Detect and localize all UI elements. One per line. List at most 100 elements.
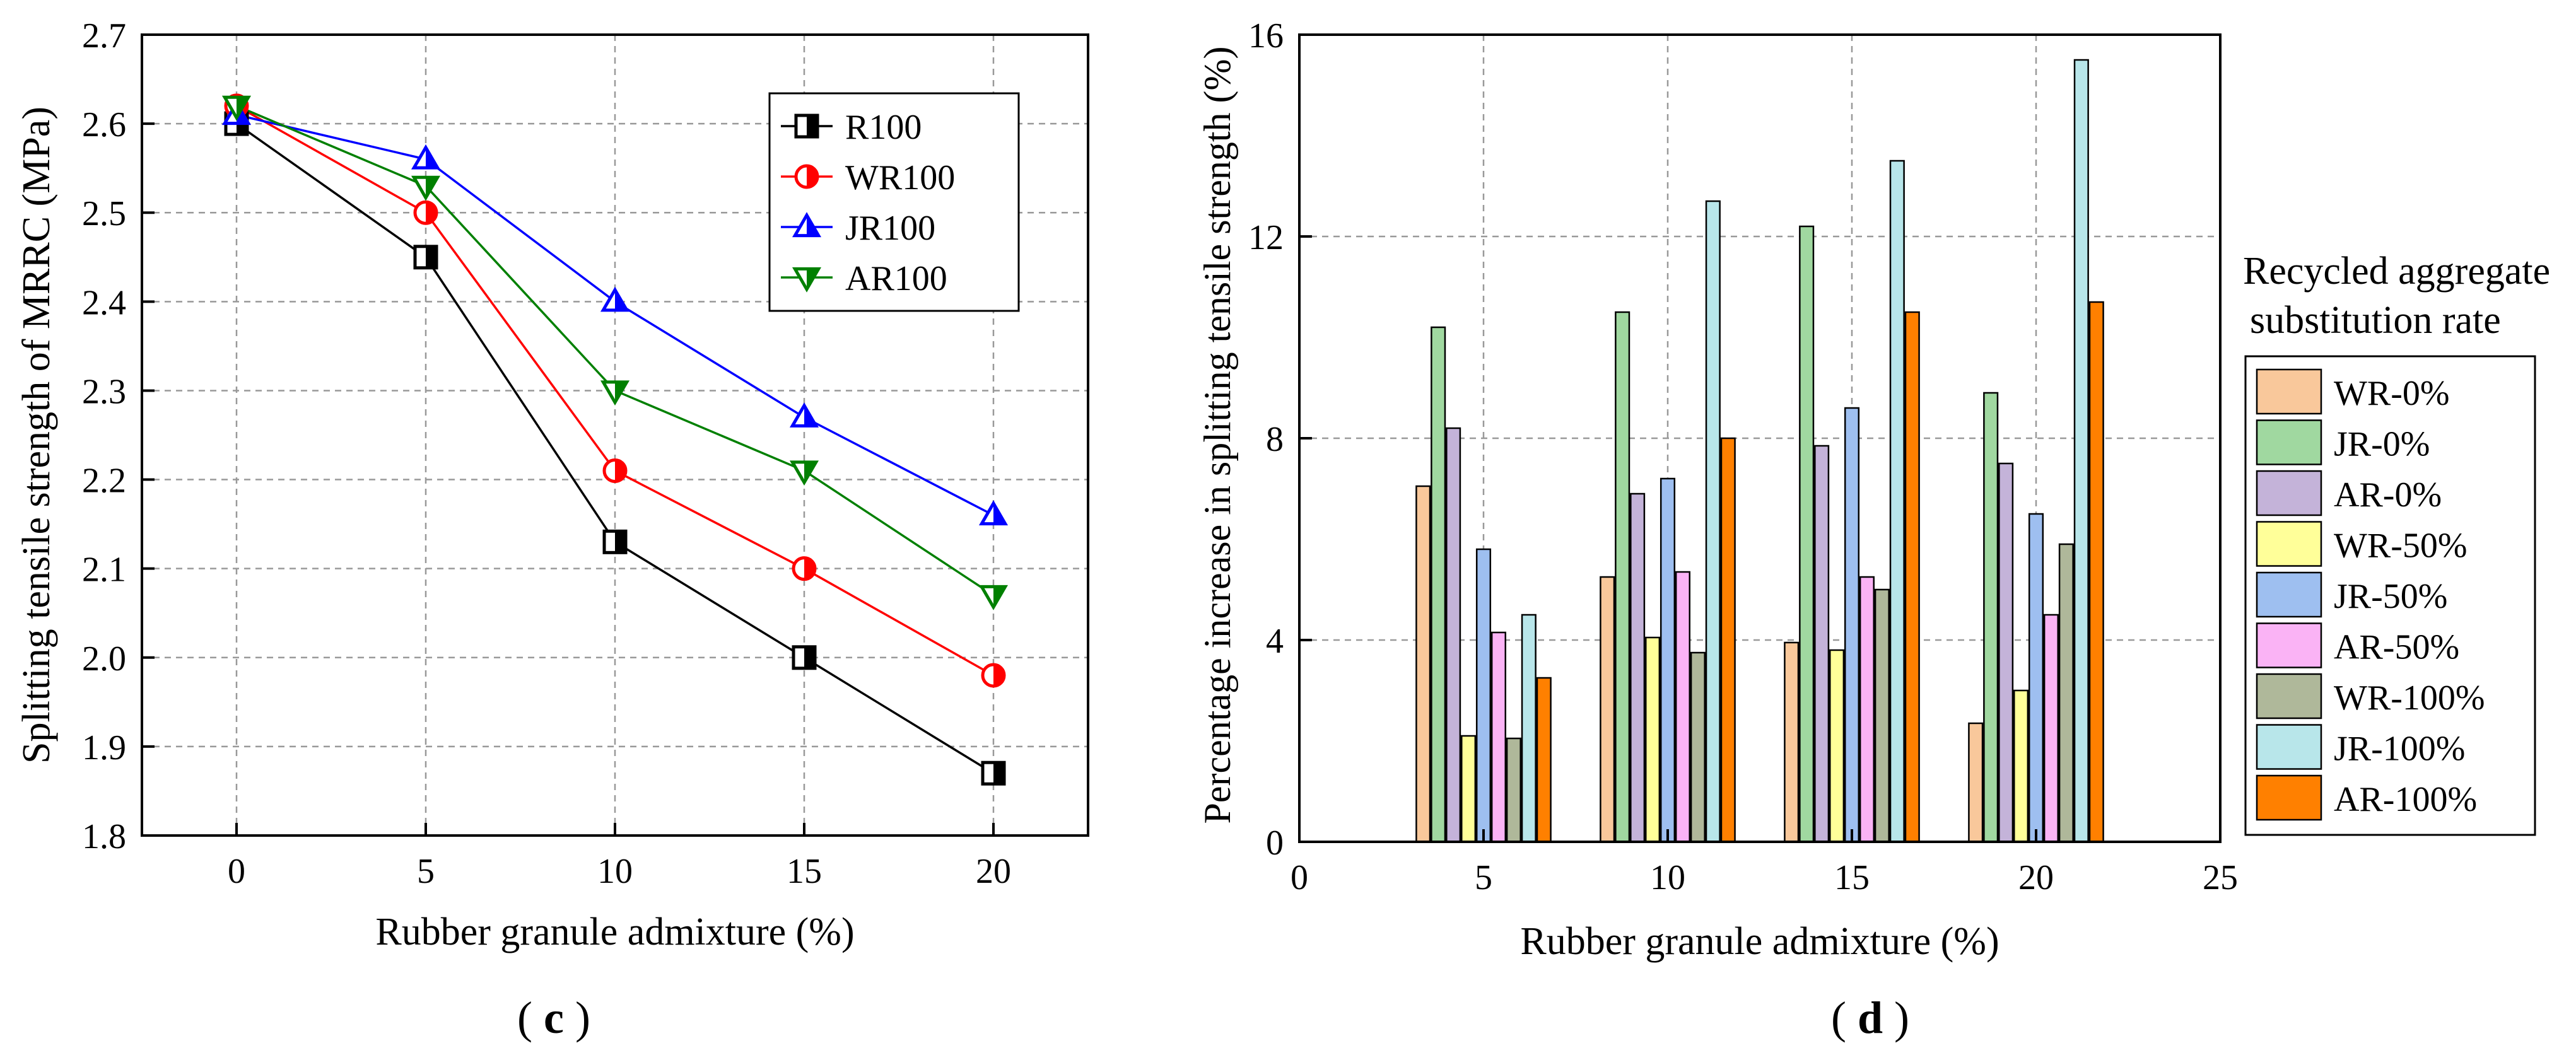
bar-ar-0pct bbox=[1630, 492, 1646, 843]
y-tick-label: 12 bbox=[1248, 218, 1284, 257]
legend-marker bbox=[792, 267, 822, 293]
data-point-r100 bbox=[981, 760, 1006, 786]
legend-marker bbox=[794, 164, 819, 189]
bar-jr-50pct bbox=[1660, 477, 1676, 843]
data-point-wr100 bbox=[413, 200, 438, 225]
x-tick-label: 10 bbox=[597, 852, 633, 891]
legend-title-line-2: substitution rate bbox=[2250, 299, 2501, 342]
legend-label: JR-100% bbox=[2334, 730, 2465, 769]
x-tick-label: 25 bbox=[2203, 858, 2238, 897]
legend-label: JR-0% bbox=[2334, 425, 2430, 464]
legend-label: WR100 bbox=[845, 158, 955, 197]
bar-jr-50pct bbox=[2028, 513, 2044, 843]
x-tick-label: 0 bbox=[228, 852, 245, 891]
x-tick-label: 15 bbox=[1834, 858, 1870, 897]
y-tick-label: 16 bbox=[1248, 16, 1284, 55]
bar-wr-50pct bbox=[1461, 735, 1477, 843]
legend-label: WR-100% bbox=[2334, 679, 2485, 718]
bar-wr-100pct bbox=[1506, 737, 1521, 843]
data-point-wr100 bbox=[981, 663, 1006, 688]
legend-swatch bbox=[2256, 724, 2322, 770]
bar-jr-100pct bbox=[1521, 614, 1537, 843]
bar-ar-50pct bbox=[1675, 571, 1690, 843]
bar-wr-0pct bbox=[1968, 722, 1984, 843]
data-point-jr100 bbox=[411, 144, 441, 170]
bar-ar-50pct bbox=[1859, 576, 1875, 843]
plot-frame bbox=[141, 33, 1089, 837]
legend-label: JR-50% bbox=[2334, 577, 2447, 616]
y-tick-label: 2.3 bbox=[82, 372, 126, 411]
legend: R100 WR100 JR100 AR100 bbox=[768, 92, 1020, 312]
bar-jr-100pct bbox=[1889, 160, 1905, 843]
bar-ar-50pct bbox=[1490, 631, 1506, 843]
x-axis-label: Rubber granule admixture (%) bbox=[1520, 920, 1999, 963]
x-tick-label: 5 bbox=[417, 852, 435, 891]
bar-ar-100pct bbox=[1536, 677, 1552, 843]
legend-label: AR100 bbox=[845, 259, 947, 298]
y-tick-label: 1.9 bbox=[82, 728, 126, 767]
y-tick-label: 2.4 bbox=[82, 283, 126, 322]
y-tick-label: 2.5 bbox=[82, 194, 126, 233]
bar-wr-100pct bbox=[1690, 651, 1706, 843]
legend-label: WR-50% bbox=[2334, 527, 2468, 566]
bar-jr-50pct bbox=[1844, 407, 1860, 843]
y-tick-label: 8 bbox=[1266, 420, 1284, 459]
tick-labels: 0 4 8 12 16 0 5 10 15 20 25 bbox=[1248, 16, 2238, 897]
legend-label: AR-50% bbox=[2334, 628, 2459, 667]
y-tick-label: 2.6 bbox=[82, 105, 126, 144]
data-point-jr100 bbox=[600, 286, 630, 312]
bar-ar-0pct bbox=[1814, 445, 1830, 843]
bar-jr-100pct bbox=[2073, 59, 2089, 843]
legend-label: WR-0% bbox=[2334, 374, 2450, 413]
y-tick-label: 2.7 bbox=[82, 16, 126, 55]
legend: Recycled aggregate substitution rate WR-… bbox=[2243, 250, 2550, 836]
y-tick-label: 2.1 bbox=[82, 550, 126, 590]
bar-jr-0pct bbox=[1431, 326, 1446, 843]
data-point-jr100 bbox=[978, 500, 1009, 526]
legend-swatch bbox=[2256, 368, 2322, 415]
legend-swatch bbox=[2256, 419, 2322, 465]
legend-swatch bbox=[2256, 673, 2322, 719]
bar-wr-0pct bbox=[1415, 485, 1431, 843]
y-tick-label: 4 bbox=[1266, 622, 1284, 661]
data-point-r100 bbox=[792, 645, 817, 670]
y-axis-label: Percentage increase in splitting tensile… bbox=[1197, 47, 1238, 824]
bar-wr-50pct bbox=[1829, 649, 1845, 843]
legend-label: JR100 bbox=[845, 209, 935, 248]
data-point-ar100 bbox=[411, 175, 441, 201]
bar-chart-panel: 0 4 8 12 16 0 5 10 15 20 25 Rubber granule admixtu… bbox=[1197, 16, 2550, 1043]
bar-ar-50pct bbox=[2043, 614, 2059, 843]
bar-jr-0pct bbox=[1983, 392, 1999, 843]
data-point-ar100 bbox=[789, 460, 819, 486]
data-point-jr100 bbox=[789, 402, 819, 428]
bars bbox=[1415, 59, 2104, 843]
legend-marker bbox=[792, 212, 822, 238]
legend-swatch bbox=[2256, 521, 2322, 567]
line-chart-panel: 1.8 1.9 2.0 2.1 2.2 2.3 2.4 2.5 2.6 2.7 0 5 10 15 20 R… bbox=[15, 16, 1089, 1043]
data-point-r100 bbox=[413, 245, 438, 270]
y-tick-label: 1.8 bbox=[82, 817, 126, 856]
x-tick-label: 5 bbox=[1475, 858, 1492, 897]
data-point-ar100 bbox=[978, 585, 1009, 610]
x-axis-label: Rubber granule admixture (%) bbox=[375, 911, 854, 953]
legend-title-line-1: Recycled aggregate bbox=[2243, 250, 2550, 293]
tick-labels: 1.8 1.9 2.0 2.1 2.2 2.3 2.4 2.5 2.6 2.7 0 5 10 15 20 bbox=[82, 16, 1011, 891]
series-markers bbox=[221, 93, 1009, 786]
bar-wr-100pct bbox=[1874, 588, 1890, 843]
data-point-wr100 bbox=[602, 458, 628, 483]
bar-jr-0pct bbox=[1615, 311, 1630, 843]
bar-ar-100pct bbox=[1720, 437, 1736, 843]
legend-swatch bbox=[2256, 571, 2322, 618]
y-tick-label: 2.0 bbox=[82, 639, 126, 679]
x-tick-label: 10 bbox=[1650, 858, 1685, 897]
data-point-ar100 bbox=[221, 95, 252, 121]
legend-swatch bbox=[2256, 774, 2322, 821]
x-tick-label: 0 bbox=[1291, 858, 1308, 897]
plot-frame bbox=[1298, 33, 2222, 843]
bar-wr-100pct bbox=[2058, 543, 2074, 843]
data-point-r100 bbox=[602, 529, 628, 554]
legend-label: AR-100% bbox=[2334, 780, 2477, 819]
legend-swatch bbox=[2256, 622, 2322, 668]
y-tick-label: 2.2 bbox=[82, 462, 126, 501]
